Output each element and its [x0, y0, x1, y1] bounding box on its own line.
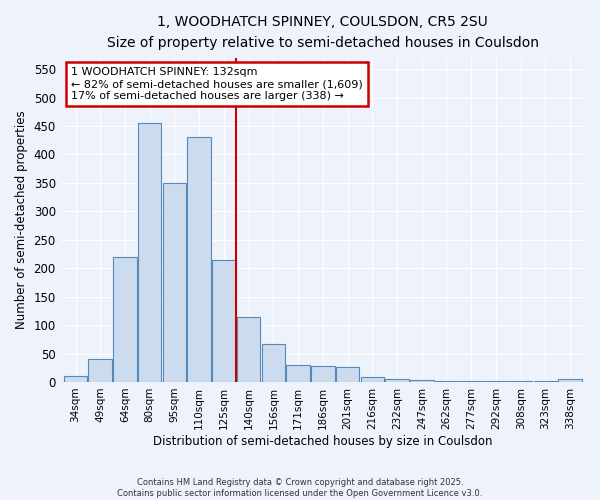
Y-axis label: Number of semi-detached properties: Number of semi-detached properties	[15, 110, 28, 329]
Bar	[410, 380, 434, 382]
Text: 1 WOODHATCH SPINNEY: 132sqm
← 82% of semi-detached houses are smaller (1,609)
17: 1 WOODHATCH SPINNEY: 132sqm ← 82% of sem…	[71, 68, 363, 100]
Bar	[336, 366, 359, 382]
Bar	[311, 366, 335, 382]
Bar	[187, 138, 211, 382]
Title: 1, WOODHATCH SPINNEY, COULSDON, CR5 2SU
Size of property relative to semi-detach: 1, WOODHATCH SPINNEY, COULSDON, CR5 2SU …	[107, 15, 539, 50]
Bar	[385, 378, 409, 382]
Bar	[237, 316, 260, 382]
Bar	[113, 257, 137, 382]
Bar	[286, 365, 310, 382]
Bar	[64, 376, 87, 382]
Bar	[212, 260, 236, 382]
Bar	[361, 377, 384, 382]
X-axis label: Distribution of semi-detached houses by size in Coulsdon: Distribution of semi-detached houses by …	[153, 434, 493, 448]
Bar	[460, 381, 483, 382]
Text: Contains HM Land Registry data © Crown copyright and database right 2025.
Contai: Contains HM Land Registry data © Crown c…	[118, 478, 482, 498]
Bar	[88, 359, 112, 382]
Bar	[163, 183, 186, 382]
Bar	[138, 123, 161, 382]
Bar	[262, 344, 285, 382]
Bar	[559, 379, 582, 382]
Bar	[435, 381, 458, 382]
